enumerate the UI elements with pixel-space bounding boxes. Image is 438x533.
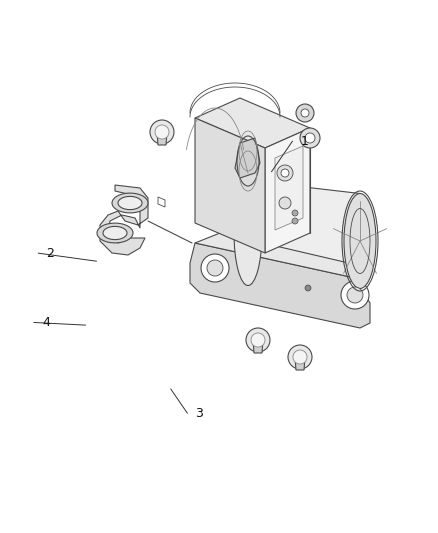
Polygon shape (190, 243, 370, 328)
Circle shape (301, 109, 309, 117)
Polygon shape (100, 185, 148, 255)
Polygon shape (265, 128, 310, 253)
Polygon shape (195, 98, 310, 148)
Circle shape (150, 120, 174, 144)
Circle shape (292, 218, 298, 224)
Circle shape (347, 287, 363, 303)
Text: 3: 3 (195, 407, 203, 419)
Polygon shape (253, 340, 263, 353)
Circle shape (279, 197, 291, 209)
Circle shape (281, 169, 289, 177)
Text: 2: 2 (46, 247, 54, 260)
Polygon shape (158, 197, 165, 207)
Polygon shape (275, 146, 303, 230)
Polygon shape (118, 196, 142, 209)
Polygon shape (103, 227, 127, 240)
Circle shape (251, 333, 265, 347)
Circle shape (155, 125, 169, 139)
Circle shape (296, 104, 314, 122)
Circle shape (288, 345, 312, 369)
Polygon shape (295, 357, 305, 370)
Polygon shape (195, 233, 370, 278)
Text: 1: 1 (300, 135, 308, 148)
Circle shape (292, 210, 298, 216)
Circle shape (300, 128, 320, 148)
Polygon shape (112, 193, 148, 213)
Circle shape (305, 133, 315, 143)
Circle shape (305, 285, 311, 291)
Polygon shape (235, 138, 260, 178)
Circle shape (293, 350, 307, 364)
Circle shape (341, 281, 369, 309)
Polygon shape (157, 132, 167, 145)
Polygon shape (97, 223, 133, 243)
Ellipse shape (234, 181, 262, 286)
Text: 4: 4 (42, 316, 50, 329)
Polygon shape (195, 118, 265, 253)
Circle shape (246, 328, 270, 352)
Polygon shape (248, 181, 360, 288)
Ellipse shape (344, 193, 376, 288)
Circle shape (201, 254, 229, 282)
Circle shape (207, 260, 223, 276)
Circle shape (277, 165, 293, 181)
